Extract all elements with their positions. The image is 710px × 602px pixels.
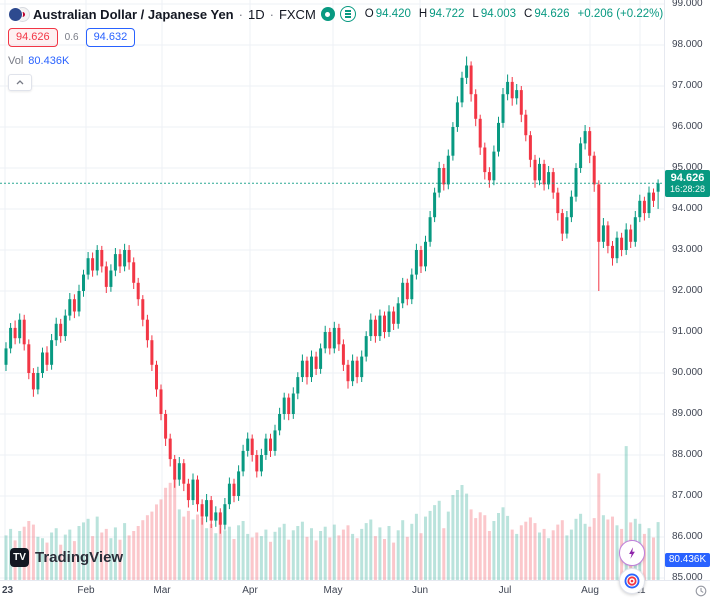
price-tick-label: 94.000 — [672, 203, 703, 214]
time-tick-label: May — [323, 585, 343, 596]
price-tick-label: 90.000 — [672, 367, 703, 378]
price-tick-label: 97.000 — [672, 80, 703, 91]
price-tick-label: 87.000 — [672, 490, 703, 501]
symbol-title[interactable]: Australian Dollar / Japanese Yen — [33, 6, 234, 22]
separator-dot: · — [269, 6, 274, 22]
price-tick-label: 92.000 — [672, 285, 703, 296]
time-tick-label: Apr — [242, 585, 258, 596]
close-value: 94.626 — [534, 8, 570, 20]
time-tick-label: Jun — [411, 585, 429, 596]
ohlc-values: O 94.420 H 94.722 L 94.003 C 94.626 +0.206 (… — [365, 8, 663, 20]
price-tick-label: 85.000 — [672, 572, 703, 580]
last-price-value: 94.626 — [670, 172, 705, 184]
price-axis[interactable]: 99.000 98.000 97.000 96.000 95.000 94.000 93.0… — [664, 0, 710, 580]
price-tick-label: 91.000 — [672, 326, 703, 337]
spread-value: 0.6 — [64, 32, 79, 43]
exchange-label[interactable]: FXCM — [278, 6, 316, 22]
buy-button[interactable]: 94.632 — [85, 28, 136, 47]
time-tick-label: 23 — [2, 585, 14, 596]
floating-buttons — [619, 540, 645, 594]
time-tick-label: Jul — [498, 585, 512, 596]
quote-row: 94.626 0.6 94.632 — [8, 28, 663, 47]
price-tick-label: 96.000 — [672, 121, 703, 132]
price-tick-label: 98.000 — [672, 39, 703, 50]
price-tick-label: 93.000 — [672, 244, 703, 255]
collapse-legend-button[interactable] — [8, 74, 32, 91]
volume-label: Vol — [8, 55, 24, 67]
list-icon[interactable] — [339, 6, 356, 22]
chevron-up-icon — [16, 80, 24, 85]
low-label: L — [472, 8, 479, 20]
clock-icon[interactable] — [695, 584, 707, 602]
high-label: H — [418, 8, 428, 20]
interval-label[interactable]: 1D — [247, 6, 265, 22]
open-value: 94.420 — [375, 8, 411, 20]
high-value: 94.722 — [429, 8, 465, 20]
price-tick-label: 86.000 — [672, 531, 703, 542]
bar-countdown: 16:28:28 — [669, 184, 706, 194]
low-value: 94.003 — [480, 8, 517, 20]
colored-rings-button[interactable] — [619, 568, 645, 594]
grid-layer — [0, 0, 664, 580]
eye-icon[interactable] — [320, 7, 335, 21]
last-price-axis-label: 94.626 16:28:28 — [665, 170, 710, 197]
colored-rings-icon — [624, 573, 640, 589]
lightning-bolt-button[interactable] — [619, 540, 645, 566]
volume-value: 80.436K — [28, 55, 70, 67]
price-tick-label: 89.000 — [672, 408, 703, 419]
symbol-row: Australian Dollar / Japanese Yen · 1D · … — [8, 6, 663, 22]
candles-layer — [4, 56, 660, 534]
tradingview-logo[interactable]: TV TradingView — [10, 548, 123, 567]
time-tick-label: Mar — [153, 585, 171, 596]
lightning-bolt-icon — [629, 547, 635, 559]
time-tick-label: Feb — [77, 585, 95, 596]
sell-button[interactable]: 94.626 — [8, 28, 58, 47]
close-label: C — [524, 8, 533, 20]
change-value: +0.206 (+0.22%) — [577, 8, 664, 20]
symbol-pair-logo — [8, 7, 30, 22]
separator-dot: · — [238, 6, 243, 22]
time-tick-label: Aug — [581, 585, 599, 596]
price-tick-label: 95.000 — [672, 162, 703, 173]
tradingview-logo-icon: TV — [10, 548, 29, 567]
volume-legend-row[interactable]: Vol 80.436K — [8, 55, 663, 67]
price-tick-label: 99.000 — [672, 0, 703, 9]
candlestick-chart[interactable] — [0, 0, 664, 580]
chart-legend: Australian Dollar / Japanese Yen · 1D · … — [8, 6, 663, 91]
open-label: O — [364, 8, 374, 20]
price-tick-label: 88.000 — [672, 449, 703, 460]
time-axis[interactable]: 23FebMarAprMayJunJulAug21 — [0, 580, 710, 601]
volume-axis-label: 80.436K — [665, 553, 710, 567]
chart-plot-area[interactable] — [0, 0, 664, 580]
tradingview-wordmark: TradingView — [35, 549, 124, 566]
